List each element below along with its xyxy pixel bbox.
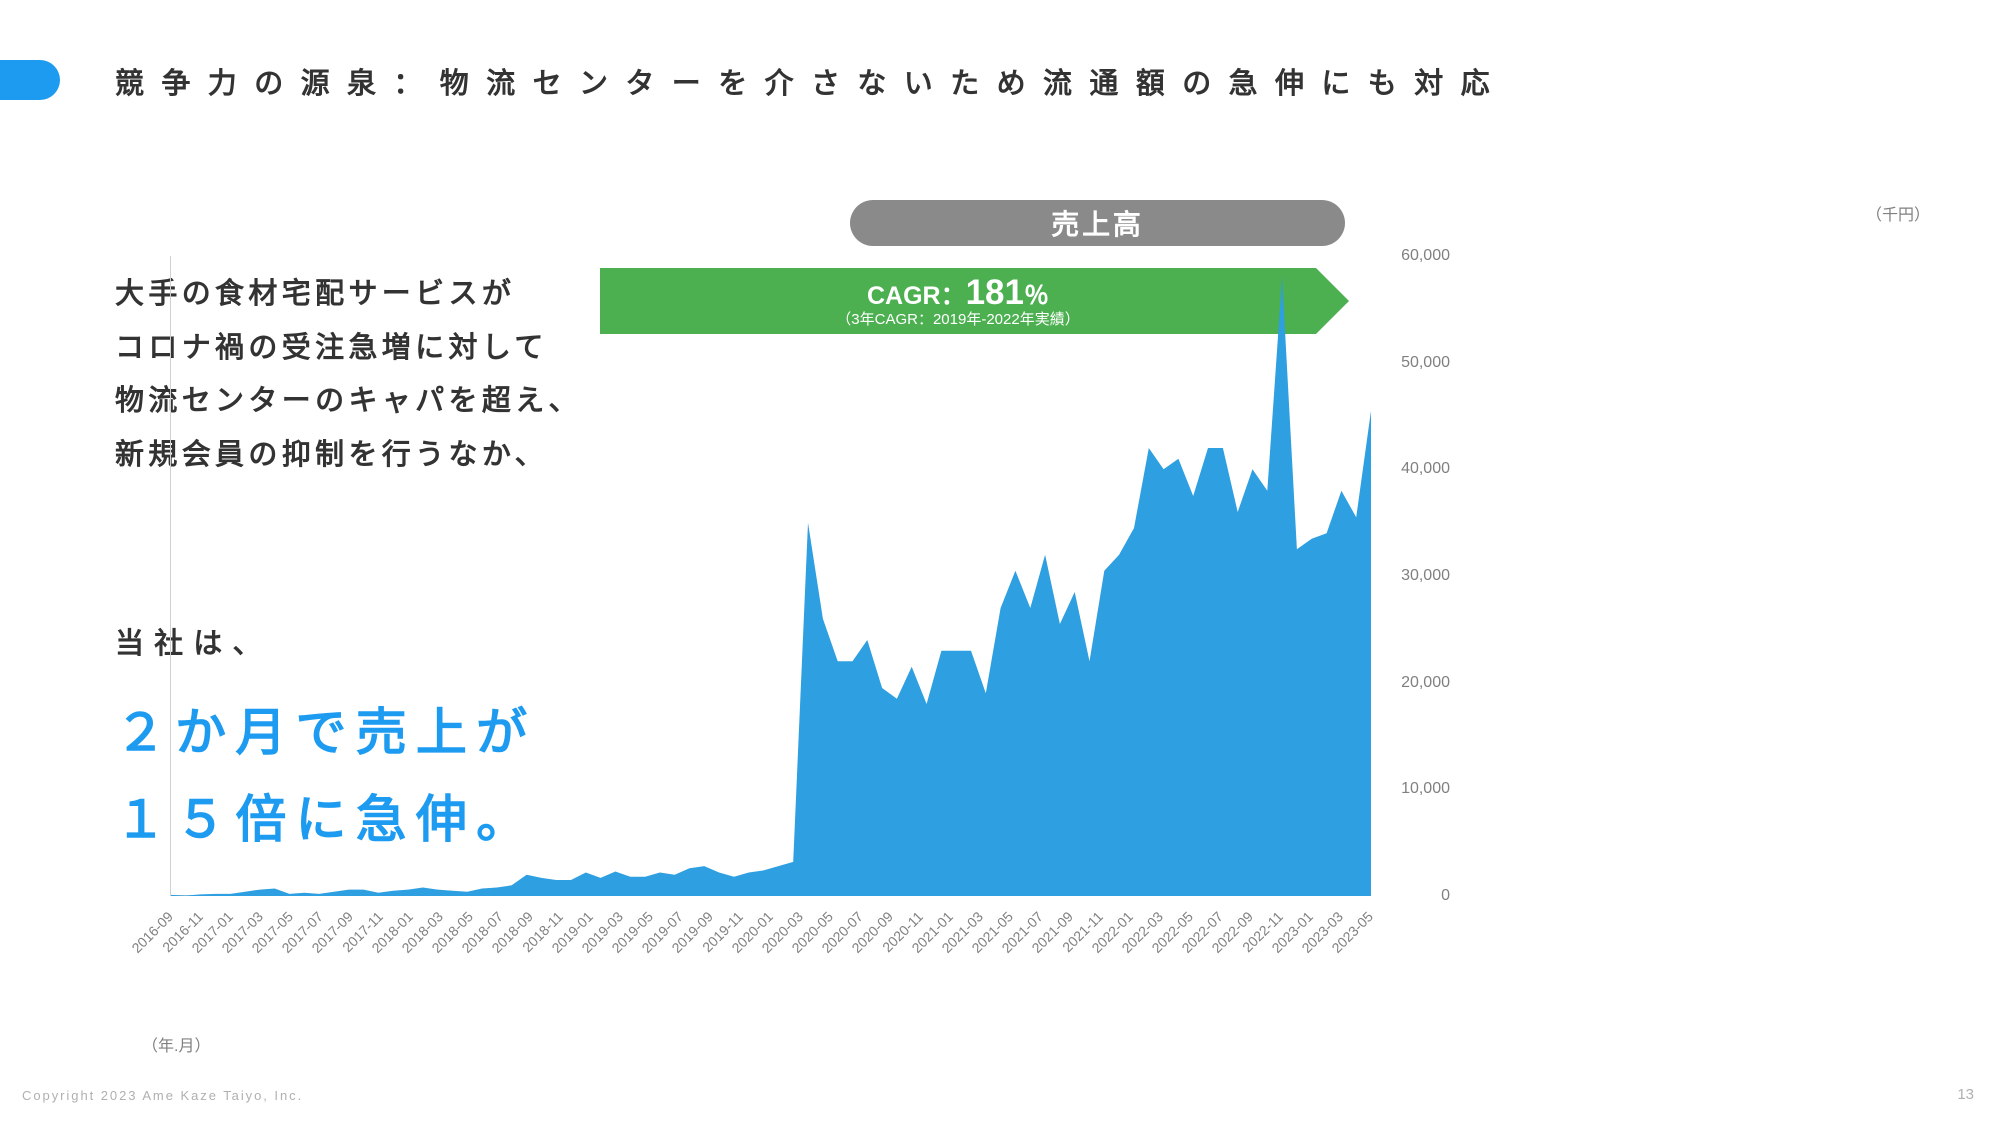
accent-bar xyxy=(0,60,60,100)
area-svg xyxy=(171,256,1371,896)
y-axis-labels: 010,00020,00030,00040,00050,00060,000 xyxy=(1380,256,1450,896)
revenue-chart: 売上高 CAGR：181％ （3年CAGR：2019年-2022年実績） （千円… xyxy=(170,200,1930,970)
chart-legend: 売上高 xyxy=(850,200,1345,246)
y-tick-label: 20,000 xyxy=(1401,674,1450,692)
copyright: Copyright 2023 Ame Kaze Taiyo, Inc. xyxy=(22,1088,303,1103)
page-number: 13 xyxy=(1957,1086,1974,1103)
y-tick-label: 60,000 xyxy=(1401,247,1450,265)
x-axis-labels: 2016-092016-112017-012017-032017-052017-… xyxy=(170,906,1370,1026)
y-tick-label: 50,000 xyxy=(1401,354,1450,372)
y-axis-unit: （千円） xyxy=(1866,201,1930,225)
y-tick-label: 10,000 xyxy=(1401,780,1450,798)
y-tick-label: 0 xyxy=(1441,887,1450,905)
page-title: 競争力の源泉：物流センターを介さないため流通額の急伸にも対応 xyxy=(115,60,1507,102)
plot-area xyxy=(170,256,1370,896)
y-tick-label: 30,000 xyxy=(1401,567,1450,585)
y-tick-label: 40,000 xyxy=(1401,460,1450,478)
x-axis-unit: （年.月） xyxy=(142,1032,210,1056)
